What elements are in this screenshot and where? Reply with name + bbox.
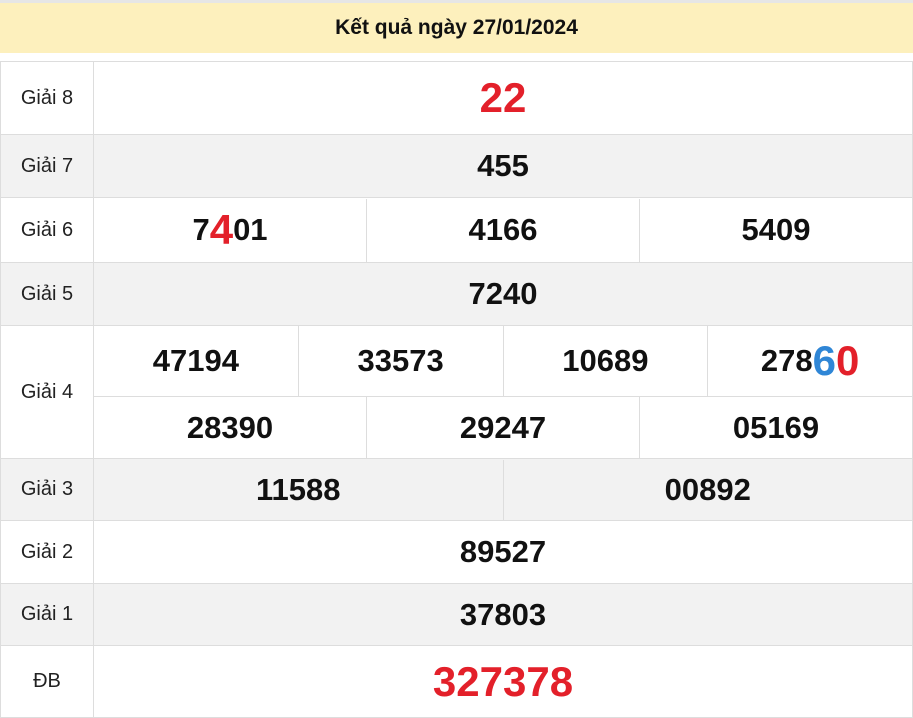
prize-number: 7240	[94, 264, 912, 325]
number-digits: 47194	[152, 343, 239, 378]
prize-number: 37803	[94, 585, 912, 645]
number-digits: 11588	[256, 471, 341, 507]
number-digits: 327378	[432, 657, 574, 705]
number-digits: 22	[479, 74, 527, 121]
prize-numbers: 37803	[93, 583, 913, 646]
prize-row: Giải 5 7240	[0, 262, 913, 326]
number-digits: 33573	[357, 343, 444, 378]
number-digits: 4	[209, 206, 234, 253]
prize-number: 10689	[502, 326, 708, 396]
number-row: 327378	[94, 647, 912, 717]
number-row: 455	[94, 136, 912, 197]
prize-number: 455	[94, 136, 912, 197]
prize-label: Giải 3	[0, 458, 94, 521]
number-row: 7 4 01 4166 5409	[94, 198, 912, 262]
number-row: 11588 00892	[94, 459, 913, 520]
number-digits: 278	[760, 343, 813, 378]
prize-number: 89527	[94, 522, 912, 583]
number-row: 28390 29247 05169	[94, 396, 912, 458]
number-digits: 5409	[741, 212, 811, 247]
prize-row: Giải 3 11588 00892	[0, 458, 913, 521]
number-digits: 7240	[468, 276, 538, 311]
prize-numbers: 7 4 01 4166 5409	[93, 197, 913, 263]
prize-label: Giải 4	[0, 325, 94, 459]
prize-numbers: 47194 33573 10689 278 6 0 28390 29247 05169	[93, 325, 913, 459]
prize-numbers: 7240	[93, 262, 913, 326]
number-digits: 00892	[664, 471, 751, 507]
number-digits: 05169	[732, 409, 820, 445]
prize-label: Giải 5	[0, 262, 94, 326]
prize-number: 4166	[366, 198, 639, 262]
number-row: 37803	[94, 585, 912, 645]
prize-number: 33573	[297, 326, 503, 396]
prize-row: Giải 7 455	[0, 134, 913, 198]
number-row: 22	[94, 63, 912, 134]
prize-row: Giải 2 89527	[0, 520, 913, 584]
top-bar	[0, 0, 913, 3]
prize-label: Giải 8	[0, 61, 94, 135]
results-table: Giải 8 22 Giải 7 455 Giải 6 7 4 01 4166 5409 Giải …	[0, 61, 913, 718]
prize-label: Giải 6	[0, 197, 94, 263]
number-digits: 89527	[459, 534, 547, 569]
prize-label: Giải 7	[0, 134, 94, 198]
prize-number: 11588	[94, 460, 503, 520]
prize-label: Giải 1	[0, 583, 94, 646]
prize-numbers: 327378	[93, 645, 913, 718]
number-digits: 7	[192, 212, 210, 247]
prize-number: 05169	[639, 397, 912, 458]
prize-number: 22	[94, 63, 912, 134]
number-digits: 01	[233, 212, 268, 247]
number-row: 47194 33573 10689 278 6 0	[94, 326, 912, 396]
prize-numbers: 89527	[93, 520, 913, 584]
prize-number: 28390	[94, 397, 366, 458]
number-digits: 455	[477, 148, 529, 183]
prize-row: Giải 1 37803	[0, 583, 913, 646]
results-title: Kết quả ngày 27/01/2024	[0, 3, 913, 53]
prize-number: 00892	[502, 459, 913, 520]
number-digits: 6	[812, 337, 836, 384]
number-digits: 4166	[468, 212, 538, 247]
prize-row: Giải 6 7 4 01 4166 5409	[0, 197, 913, 263]
prize-number: 5409	[639, 198, 912, 262]
prize-label: ĐB	[0, 645, 94, 718]
prize-label: Giải 2	[0, 520, 94, 584]
number-row: 7240	[94, 264, 912, 325]
number-digits: 37803	[459, 596, 547, 632]
prize-row: ĐB 327378	[0, 645, 913, 718]
number-digits: 29247	[459, 409, 547, 445]
number-digits: 0	[835, 337, 860, 384]
prize-numbers: 11588 00892	[93, 458, 913, 521]
prize-number: 7 4 01	[94, 199, 366, 262]
prize-number: 47194	[94, 326, 298, 396]
prize-numbers: 455	[93, 134, 913, 198]
prize-number: 327378	[94, 647, 912, 717]
prize-number: 29247	[366, 397, 639, 458]
prize-number: 278 6 0	[707, 326, 912, 396]
prize-row: Giải 8 22	[0, 61, 913, 135]
number-digits: 28390	[186, 409, 274, 445]
prize-numbers: 22	[93, 61, 913, 135]
prize-row: Giải 4 47194 33573 10689 278 6 0 28390 29247 0516…	[0, 325, 913, 459]
number-digits: 10689	[562, 343, 649, 378]
number-row: 89527	[94, 522, 912, 583]
